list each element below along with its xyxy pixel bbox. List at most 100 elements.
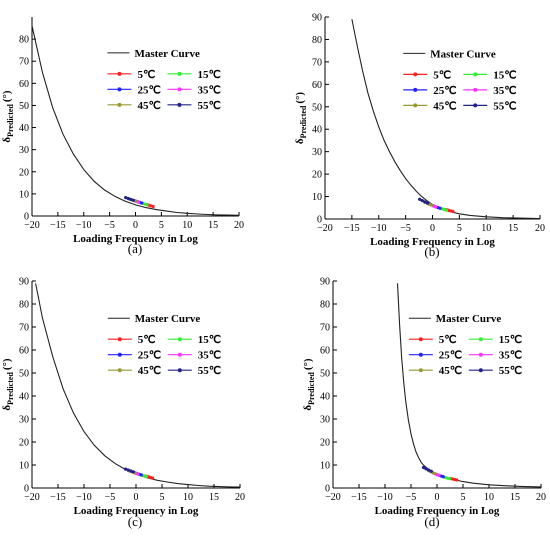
x-tick-label: −10 [377,492,393,503]
y-axis-label-unit: (°) [302,358,314,370]
legend-swatch-marker [418,337,423,342]
y-tick-label: 50 [312,102,322,113]
x-tick-label: 15 [508,223,518,234]
data-point [144,474,148,479]
data-point [140,201,144,205]
legend-swatch-marker [473,72,478,77]
legend-master-label: Master Curve [134,48,200,60]
y-axis-label: δPredicted(°) [294,92,308,145]
panel-caption: (b) [424,244,439,259]
x-tick-label: −5 [104,220,115,231]
data-point [139,473,143,477]
y-tick-label: 90 [320,277,330,288]
master-curve-line [351,19,541,220]
panel-caption: (d) [424,514,439,529]
x-tick-label: 5 [160,492,165,503]
data-point [129,469,133,473]
data-point [441,475,445,479]
legend-swatch-marker [473,87,478,92]
legend-swatch-marker [413,72,418,77]
x-tick-label: −10 [76,492,92,503]
data-point [131,470,135,474]
y-tick-label: 20 [312,170,322,181]
x-tick-label: 5 [457,223,462,234]
x-tick-label: 0 [134,492,139,503]
x-tick-label: −5 [105,492,116,503]
panel-a: −20 −15 −10 −5 0 5 10 15 20 0 10 20 30 40 50 60 70 80 Load… [1,17,244,256]
legend-entry-label: 15℃ [499,334,522,346]
y-tick-label: 40 [19,392,29,403]
master-curve-line [396,283,542,488]
y-tick-label: 50 [320,369,330,380]
y-axis-label-subscript: Predicted [307,372,316,405]
legend-entry-label: 35℃ [493,85,516,97]
y-tick-label: 70 [312,57,322,68]
y-axis-label-unit: (°) [1,90,13,102]
x-tick-label: −15 [50,492,66,503]
y-axis-label-symbol: δ [1,405,13,411]
panel-c: −20 −15 −10 −5 0 5 10 15 20 0 10 20 30 40 50 60 70 80 90 Lo… [1,277,245,530]
data-point [129,197,133,202]
x-tick-label: −10 [76,220,92,231]
x-tick-label: 15 [209,492,219,503]
data-point [433,471,437,476]
y-tick-label: 80 [312,35,322,46]
legend-entry-label: 25℃ [439,350,462,362]
y-tick-label: 80 [19,35,29,46]
y-tick-label: 90 [19,277,29,288]
y-tick-label: 90 [312,13,322,24]
y-axis-label: δPredicted(°) [1,90,15,143]
legend-entry-label: 5℃ [433,69,451,81]
data-point [451,209,455,213]
legend-master-label: Master Curve [430,48,496,60]
x-axis-label: Loading Frequency in Log [73,233,198,245]
x-tick-label: 15 [510,492,520,503]
data-point [429,469,433,473]
legend-entry-label: 15℃ [197,69,220,81]
y-axis-label-unit: (°) [294,92,306,104]
data-point [455,478,459,482]
data-point [426,201,430,205]
legend-swatch-marker [177,337,182,342]
legend-swatch-marker [117,352,122,357]
legend-entry-label: 5℃ [137,69,155,81]
y-axis-label-subscript: Predicted [6,372,15,405]
legend-swatch-marker [413,87,418,92]
data-point [438,206,442,210]
legend-entry-label: 45℃ [138,365,161,377]
panel-d: −20 −15 −10 −5 0 5 10 15 20 0 10 20 30 40 50 60 70 80 90 Lo… [302,277,546,530]
data-point [131,198,136,202]
data-point [437,473,441,477]
y-tick-label: 20 [19,167,29,178]
legend-entry-label: 25℃ [138,350,161,362]
legend-swatch-marker [177,102,182,107]
legend-entry-label: 55℃ [198,365,221,377]
legend-swatch-marker [117,368,122,373]
y-axis-label-subscript: Predicted [6,104,15,137]
y-axis-label-symbol: δ [294,138,306,144]
x-tick-label: 10 [182,220,192,231]
data-point [418,197,422,201]
legend-entry-label: 35℃ [499,350,522,362]
legend-entry-label: 15℃ [198,334,221,346]
x-tick-label: 15 [208,220,218,231]
y-tick-label: 50 [19,369,29,380]
y-tick-label: 30 [320,415,330,426]
legend-swatch-marker [413,103,418,108]
legend-entry-label: 35℃ [198,350,221,362]
data-point [420,198,424,203]
y-tick-label: 60 [19,346,29,357]
legend-entry-label: 15℃ [493,69,516,81]
y-axis-label-subscript: Predicted [299,105,308,138]
y-tick-label: 10 [320,461,330,472]
legend-entry-label: 5℃ [439,334,457,346]
legend-swatch-marker [117,102,122,107]
data-point [421,465,426,470]
y-tick-label: 0 [24,484,29,495]
data-point [126,196,130,201]
x-tick-label: 10 [183,492,193,503]
legend-entry-label: 55℃ [499,365,522,377]
legend-swatch-marker [117,87,122,92]
y-tick-label: 70 [19,57,29,68]
